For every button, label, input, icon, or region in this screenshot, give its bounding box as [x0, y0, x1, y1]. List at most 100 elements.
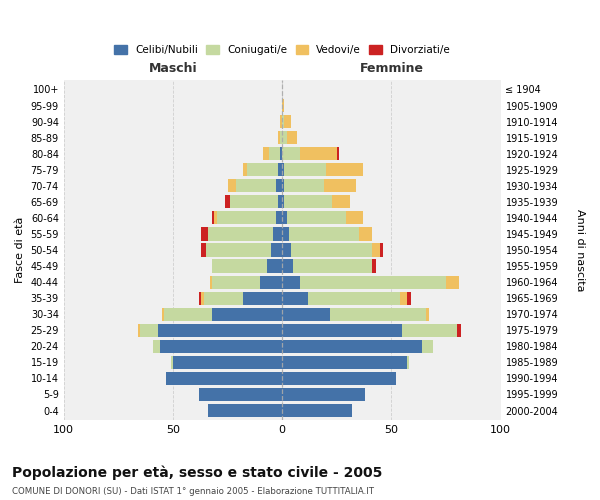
Bar [202, 292, 203, 304]
Bar [280, 147, 282, 160]
Bar [271, 244, 282, 256]
Bar [282, 340, 422, 353]
Bar [212, 260, 267, 272]
Bar [291, 244, 372, 256]
Bar [278, 196, 282, 208]
Bar [282, 308, 330, 321]
Bar [359, 228, 372, 240]
Bar [199, 292, 202, 304]
Bar [308, 292, 400, 304]
Bar [243, 163, 247, 176]
Bar [275, 179, 282, 192]
Bar [282, 228, 289, 240]
Bar [214, 212, 217, 224]
Bar [400, 292, 407, 304]
Bar [282, 99, 284, 112]
Bar [282, 147, 299, 160]
Bar [158, 324, 282, 337]
Text: Maschi: Maschi [149, 62, 197, 75]
Bar [407, 356, 409, 369]
Bar [457, 324, 461, 337]
Bar [380, 244, 383, 256]
Bar [138, 324, 140, 337]
Bar [202, 228, 208, 240]
Bar [282, 131, 287, 144]
Bar [282, 244, 291, 256]
Bar [280, 131, 282, 144]
Bar [263, 147, 269, 160]
Bar [160, 340, 282, 353]
Bar [230, 196, 278, 208]
Bar [427, 308, 428, 321]
Bar [278, 163, 282, 176]
Bar [282, 163, 284, 176]
Bar [299, 276, 446, 288]
Bar [212, 276, 260, 288]
Bar [212, 212, 214, 224]
Bar [173, 356, 282, 369]
Text: Femmine: Femmine [359, 62, 424, 75]
Bar [372, 260, 376, 272]
Bar [210, 276, 212, 288]
Bar [217, 212, 275, 224]
Bar [280, 115, 282, 128]
Bar [274, 228, 282, 240]
Bar [287, 131, 298, 144]
Bar [422, 340, 433, 353]
Bar [269, 147, 280, 160]
Bar [282, 115, 284, 128]
Bar [299, 147, 337, 160]
Bar [407, 292, 411, 304]
Bar [164, 308, 212, 321]
Bar [372, 244, 380, 256]
Bar [267, 260, 282, 272]
Bar [243, 292, 282, 304]
Bar [278, 131, 280, 144]
Y-axis label: Anni di nascita: Anni di nascita [575, 208, 585, 291]
Bar [282, 260, 293, 272]
Bar [284, 163, 326, 176]
Bar [282, 212, 287, 224]
Bar [282, 388, 365, 401]
Bar [284, 115, 291, 128]
Bar [284, 196, 332, 208]
Bar [227, 179, 236, 192]
Bar [171, 356, 173, 369]
Bar [212, 308, 282, 321]
Bar [275, 212, 282, 224]
Bar [446, 276, 459, 288]
Text: Popolazione per età, sesso e stato civile - 2005: Popolazione per età, sesso e stato civil… [12, 465, 382, 479]
Bar [282, 404, 352, 417]
Bar [247, 163, 278, 176]
Bar [236, 179, 275, 192]
Bar [282, 179, 284, 192]
Bar [284, 179, 323, 192]
Bar [326, 163, 363, 176]
Text: COMUNE DI DONORI (SU) - Dati ISTAT 1° gennaio 2005 - Elaborazione TUTTITALIA.IT: COMUNE DI DONORI (SU) - Dati ISTAT 1° ge… [12, 488, 374, 496]
Bar [330, 308, 427, 321]
Bar [203, 292, 243, 304]
Bar [282, 276, 299, 288]
Bar [260, 276, 282, 288]
Bar [346, 212, 363, 224]
Bar [282, 356, 407, 369]
Y-axis label: Fasce di età: Fasce di età [15, 217, 25, 283]
Bar [208, 228, 274, 240]
Bar [289, 228, 359, 240]
Bar [226, 196, 230, 208]
Bar [202, 244, 206, 256]
Bar [282, 324, 403, 337]
Bar [282, 196, 284, 208]
Bar [208, 404, 282, 417]
Bar [282, 292, 308, 304]
Bar [282, 372, 396, 385]
Bar [199, 388, 282, 401]
Bar [293, 260, 372, 272]
Bar [337, 147, 339, 160]
Bar [166, 372, 282, 385]
Bar [206, 244, 271, 256]
Bar [162, 308, 164, 321]
Bar [332, 196, 350, 208]
Bar [287, 212, 346, 224]
Bar [154, 340, 160, 353]
